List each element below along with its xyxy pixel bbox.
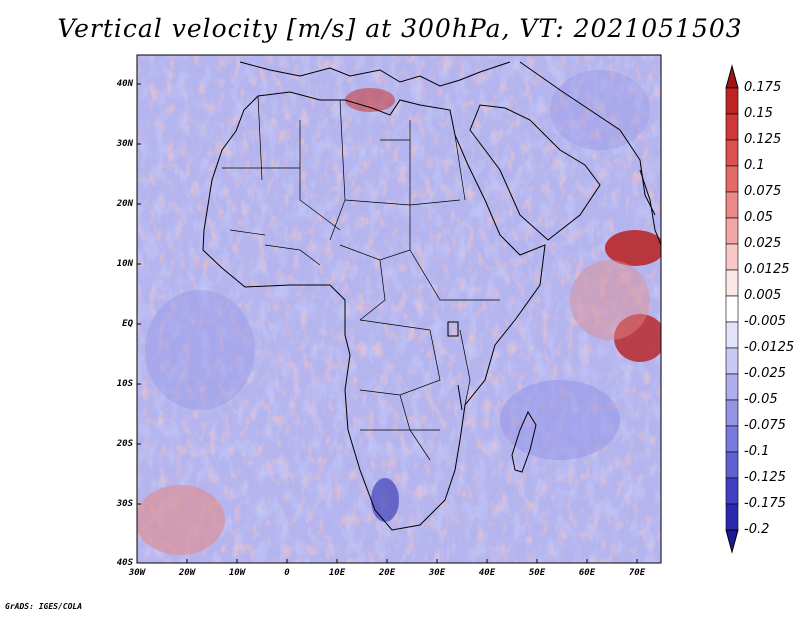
madagascar-coastline [511,410,537,473]
ascent-region [137,485,225,555]
credit-text: GrADS: IGES/COLA [5,602,83,611]
colorbar-segment [725,451,739,479]
colorbar-segment [725,243,739,271]
descent-region [550,70,650,150]
colorbar-label: -0.005 [744,314,786,329]
lon-label: 30W [128,568,146,578]
colorbar-label: 0.025 [744,236,782,251]
colorbar-segment [725,165,739,193]
strong-ascent-region [614,314,661,362]
colorbar-label: -0.025 [744,366,786,381]
lat-label: 30N [116,139,133,149]
colorbar-label: -0.125 [744,470,786,485]
coastlines [202,61,661,531]
descent-region [145,290,255,410]
lon-label: 50E [528,568,546,578]
axis-ticks [137,83,638,563]
lake-victoria [447,321,459,337]
lat-label: 30S [116,499,133,509]
colorbar-segment [725,295,739,323]
lon-label: 10W [228,568,246,578]
lon-label: 10E [328,568,346,578]
lon-label: 0 [284,568,290,578]
asia-coastline [519,61,656,216]
india-coastline [639,169,661,246]
colorbar-segment [725,269,739,297]
lat-label: 20N [116,199,133,209]
map-title: Vertical velocity [m/s] at 300hPa, VT: 2… [57,14,743,43]
colorbar-label: -0.0125 [744,340,795,355]
colorbar-label: 0.1 [744,158,765,173]
colorbar-label: -0.05 [744,392,778,407]
colorbar-label: -0.1 [744,444,770,459]
colorbar-label: -0.075 [744,418,786,433]
lake-malawi [457,384,463,411]
colorbar-bottom-arrow [725,529,739,554]
lat-label: 10S [116,379,133,389]
colorbar-label: 0.175 [744,80,782,95]
colorbar-top-arrow [725,64,739,89]
ascent-region [345,88,395,112]
colorbar-label: 0.005 [744,288,782,303]
colorbar-segment [725,425,739,453]
lon-label: 20W [178,568,196,578]
plot-border [136,54,662,564]
strong-ascent-region [605,230,661,266]
colorbar-segment [725,347,739,375]
lon-label: 60E [578,568,596,578]
colorbar-segment [725,113,739,141]
lat-label: 40S [116,558,133,568]
colorbar-segment [725,191,739,219]
lat-label: 20S [116,439,133,449]
colorbar-segment [725,139,739,167]
colorbar-segment [725,477,739,505]
colorbar-segment [725,503,739,531]
lat-label: 40N [116,79,133,89]
lon-label: 30E [428,568,446,578]
lat-label: EQ [122,319,133,329]
colorbar-segment [725,87,739,115]
strong-descent-region [371,478,399,522]
colorbar-label: -0.2 [744,522,770,537]
europe-coastline [239,61,511,87]
colorbar-label: 0.075 [744,184,782,199]
country-borders [222,95,500,461]
colorbar-label: 0.0125 [744,262,790,277]
lon-label: 70E [628,568,646,578]
colorbar-segment [725,217,739,245]
ascent-region [570,260,650,340]
colorbar-label: -0.175 [744,496,786,511]
lon-label: 40E [478,568,496,578]
arabia-coastline [469,104,601,241]
colorbar-segment [725,399,739,427]
colorbar-segment [725,373,739,401]
colorbar-label: 0.125 [744,132,782,147]
descent-region [500,380,620,460]
colorbar-segment [725,321,739,349]
lon-label: 20E [378,568,396,578]
colorbar-label: 0.05 [744,210,773,225]
lat-label: 10N [116,259,133,269]
colorbar-label: 0.15 [744,106,773,121]
